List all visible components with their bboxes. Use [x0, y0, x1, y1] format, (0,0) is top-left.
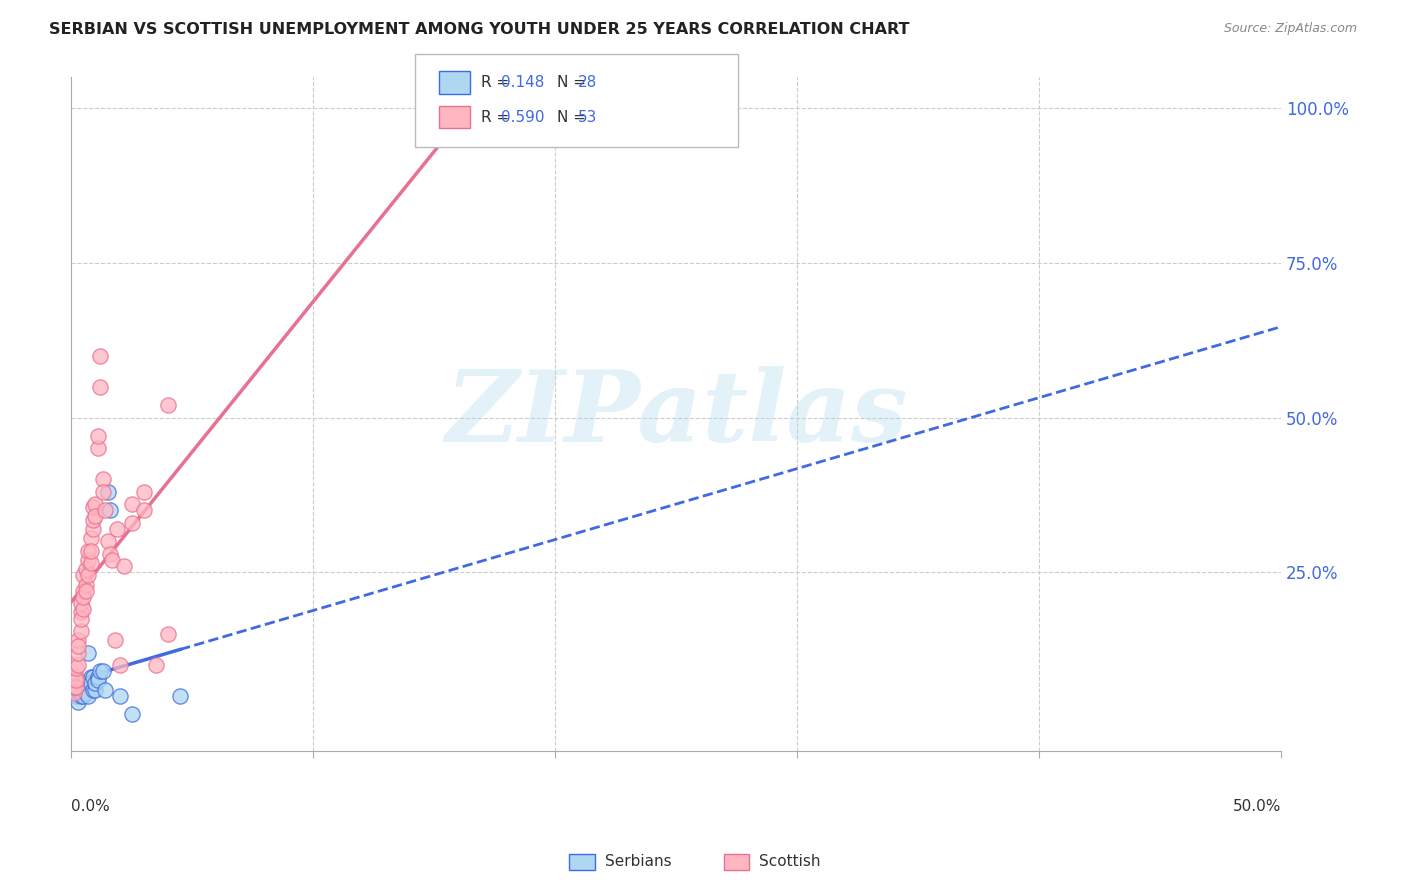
Text: 0.590: 0.590	[501, 110, 544, 125]
Point	[84, 676, 107, 690]
Point	[72, 682, 94, 697]
Text: Serbians: Serbians	[605, 855, 671, 869]
Point	[70, 689, 93, 703]
Point	[77, 568, 100, 582]
Point	[94, 682, 117, 697]
Point	[96, 534, 118, 549]
Point	[82, 670, 104, 684]
Point	[65, 661, 87, 675]
Point	[79, 670, 101, 684]
Point	[82, 512, 104, 526]
Point	[77, 646, 100, 660]
Point	[104, 633, 127, 648]
Text: R =: R =	[481, 75, 515, 90]
Text: Source: ZipAtlas.com: Source: ZipAtlas.com	[1223, 22, 1357, 36]
Point	[82, 682, 104, 697]
Point	[105, 522, 128, 536]
Point	[65, 680, 87, 694]
Point	[82, 522, 104, 536]
Point	[75, 577, 97, 591]
Point	[84, 497, 107, 511]
Point	[72, 568, 94, 582]
Point	[72, 602, 94, 616]
Text: 50.0%: 50.0%	[1233, 798, 1281, 814]
Point	[87, 442, 110, 456]
Point	[79, 556, 101, 570]
Text: 28: 28	[578, 75, 598, 90]
Text: 53: 53	[578, 110, 598, 125]
Point	[65, 673, 87, 688]
Point	[65, 670, 87, 684]
Point	[91, 664, 114, 678]
Point	[79, 531, 101, 545]
Point	[70, 605, 93, 619]
Text: SERBIAN VS SCOTTISH UNEMPLOYMENT AMONG YOUTH UNDER 25 YEARS CORRELATION CHART: SERBIAN VS SCOTTISH UNEMPLOYMENT AMONG Y…	[49, 22, 910, 37]
Point	[89, 379, 111, 393]
Point	[89, 664, 111, 678]
Point	[70, 624, 93, 638]
Text: N =: N =	[557, 75, 591, 90]
Point	[70, 611, 93, 625]
Text: 0.0%: 0.0%	[72, 798, 110, 814]
Point	[87, 673, 110, 688]
Point	[72, 689, 94, 703]
Point	[91, 484, 114, 499]
Point	[77, 543, 100, 558]
Point	[145, 657, 167, 672]
Point	[132, 484, 155, 499]
Point	[96, 484, 118, 499]
Point	[87, 429, 110, 443]
Point	[67, 695, 90, 709]
Point	[121, 497, 143, 511]
Point	[62, 686, 84, 700]
Point	[89, 349, 111, 363]
Point	[98, 547, 121, 561]
Point	[94, 503, 117, 517]
Point	[67, 646, 90, 660]
Point	[77, 689, 100, 703]
Point	[157, 398, 180, 412]
Point	[72, 583, 94, 598]
Point	[70, 596, 93, 610]
Point	[132, 503, 155, 517]
Point	[87, 670, 110, 684]
Point	[108, 689, 131, 703]
Point	[67, 633, 90, 648]
Point	[157, 627, 180, 641]
Text: 0.148: 0.148	[501, 75, 544, 90]
Point	[79, 543, 101, 558]
Point	[121, 516, 143, 530]
Text: ZIPatlas: ZIPatlas	[444, 367, 907, 463]
Point	[72, 590, 94, 604]
Point	[75, 562, 97, 576]
Point	[77, 553, 100, 567]
Point	[169, 689, 191, 703]
Point	[65, 686, 87, 700]
Point	[79, 676, 101, 690]
Point	[98, 503, 121, 517]
Point	[114, 558, 136, 573]
Point	[65, 689, 87, 703]
Point	[91, 472, 114, 486]
Point	[75, 686, 97, 700]
Point	[108, 657, 131, 672]
Point	[121, 707, 143, 722]
Text: R =: R =	[481, 110, 515, 125]
Point	[75, 583, 97, 598]
Point	[84, 509, 107, 524]
Point	[70, 682, 93, 697]
Text: Scottish: Scottish	[759, 855, 821, 869]
Point	[67, 682, 90, 697]
Point	[67, 657, 90, 672]
Point	[82, 500, 104, 515]
Point	[72, 676, 94, 690]
Point	[62, 680, 84, 694]
Point	[101, 553, 124, 567]
Text: N =: N =	[557, 110, 591, 125]
Point	[84, 682, 107, 697]
Point	[67, 640, 90, 654]
